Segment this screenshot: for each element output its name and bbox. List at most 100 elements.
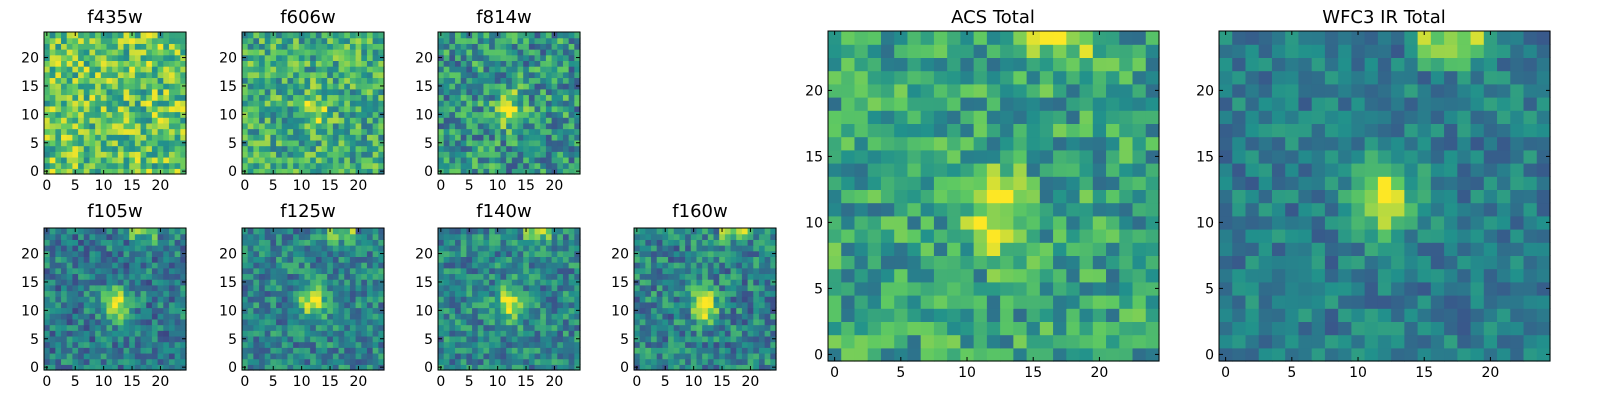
heatmap-cell: [253, 66, 260, 73]
heatmap-cell: [168, 145, 176, 152]
heatmap-cell: [66, 267, 73, 275]
heatmap-cell: [321, 330, 328, 337]
heatmap-cell: [72, 71, 79, 79]
heatmap-cell: [668, 284, 675, 292]
heatmap-cell: [1119, 255, 1134, 270]
heatmap-cell: [66, 105, 73, 113]
heatmap-cell: [574, 256, 581, 263]
heatmap-cell: [472, 162, 479, 169]
heatmap-cell: [489, 228, 496, 235]
heatmap-cell: [332, 256, 340, 263]
heatmap-cell: [753, 296, 760, 303]
heatmap-cell: [764, 250, 771, 257]
heatmap-cell: [242, 60, 249, 67]
heatmap-cell: [460, 330, 467, 337]
heatmap-cell: [645, 335, 652, 343]
heatmap-cell: [741, 335, 749, 343]
heatmap-cell: [758, 352, 766, 360]
heatmap-cell: [157, 239, 164, 246]
heatmap-cell: [112, 37, 119, 44]
heatmap-cell: [828, 268, 842, 283]
heatmap-cell: [321, 307, 328, 314]
heatmap-cell: [146, 145, 153, 152]
heatmap-cell: [281, 228, 289, 235]
heatmap-cell: [696, 239, 703, 246]
heatmap-cell: [679, 245, 686, 252]
heatmap-cell: [123, 347, 130, 354]
heatmap-cell: [545, 77, 553, 84]
heatmap-cell: [574, 324, 581, 331]
heatmap-cell: [253, 134, 260, 141]
heatmap-cell: [321, 228, 328, 235]
heatmap-cell: [298, 324, 306, 331]
heatmap-cell: [483, 228, 490, 235]
heatmap-cell: [645, 330, 652, 337]
x-tick-labels: 0 5 10 15 20: [42, 178, 169, 194]
heatmap-cell: [146, 100, 153, 107]
heatmap-cell: [724, 341, 732, 348]
heatmap-cell: [528, 290, 536, 297]
heatmap-cell: [270, 341, 277, 348]
heatmap-cell: [673, 228, 681, 235]
heatmap-cell: [242, 37, 249, 44]
heatmap-cell: [83, 330, 91, 337]
heatmap-cell: [455, 43, 462, 50]
heatmap-cell: [764, 245, 771, 252]
heatmap-cell: [634, 262, 641, 269]
heatmap-cell: [713, 273, 720, 280]
heatmap-cell: [49, 284, 56, 292]
heatmap-cell: [287, 324, 294, 331]
heatmap-cell: [315, 233, 323, 240]
heatmap-cell: [321, 156, 328, 164]
heatmap-cell: [372, 134, 379, 141]
heatmap-cell: [117, 49, 125, 56]
heatmap-cell: [477, 324, 485, 331]
heatmap-cell: [894, 163, 909, 177]
heatmap-cell: [511, 313, 519, 320]
y-tick-labels: 0 5 10 15 20: [415, 247, 433, 377]
heatmap-cell: [483, 122, 490, 130]
heatmap-cell: [656, 358, 663, 365]
heatmap-cell: [242, 66, 249, 73]
heatmap-cell: [366, 122, 374, 130]
heatmap-cell: [741, 290, 749, 297]
heatmap-cell: [310, 245, 317, 252]
heatmap-cell: [489, 122, 496, 130]
heatmap-cell: [366, 301, 374, 309]
heatmap-cell: [568, 77, 575, 84]
heatmap-cell: [253, 267, 260, 275]
heatmap-cell: [372, 290, 379, 297]
heatmap-cell: [106, 37, 113, 44]
heatmap-cell: [867, 308, 882, 322]
heatmap-cell: [483, 358, 490, 365]
heatmap-cell: [89, 151, 96, 158]
x-tick-labels: 0 5 10 15 20: [240, 374, 367, 390]
heatmap-cell: [730, 330, 737, 337]
heatmap-cell: [129, 307, 136, 314]
heatmap-cell: [332, 228, 340, 235]
heatmap-cell: [281, 134, 289, 141]
heatmap-cell: [140, 71, 147, 79]
heatmap-cell: [180, 273, 187, 280]
heatmap-cell: [55, 245, 62, 252]
heatmap-cell: [134, 228, 142, 235]
heatmap-cell: [500, 117, 507, 124]
heatmap-cell: [568, 290, 575, 297]
heatmap-cell: [540, 352, 547, 360]
heatmap-cell: [66, 358, 73, 365]
heatmap-cell: [562, 250, 570, 257]
heatmap-cell: [89, 352, 96, 360]
heatmap-cell: [344, 145, 351, 152]
heatmap-cell: [332, 105, 340, 113]
heatmap-cell: [867, 163, 882, 177]
heatmap-cell: [298, 352, 306, 360]
heatmap-cell: [304, 256, 311, 263]
heatmap-cell: [315, 66, 323, 73]
heatmap-cell: [483, 105, 490, 113]
heatmap-cell: [378, 341, 385, 348]
heatmap-cell: [477, 83, 485, 90]
heatmap-cell: [163, 60, 170, 67]
heatmap-cell: [1092, 255, 1107, 270]
heatmap-cell: [455, 335, 462, 343]
heatmap-cell: [690, 335, 698, 343]
